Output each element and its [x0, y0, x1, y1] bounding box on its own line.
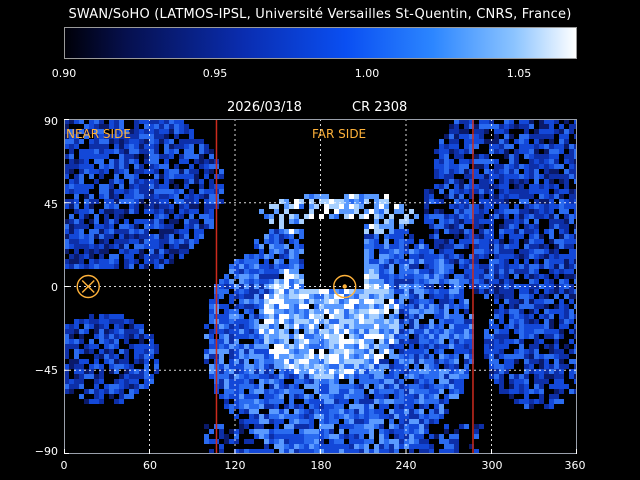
colorbar-tick-label: 1.05: [506, 67, 532, 80]
intensity-pixels: [64, 119, 577, 454]
colorbar-tick-label: 0.95: [202, 67, 228, 80]
near-side-marker-cross: [81, 280, 95, 293]
far-side-label: FAR SIDE: [312, 127, 367, 141]
near-side-marker: [76, 274, 100, 299]
intensity-pixels: [64, 119, 577, 454]
y-tick-label: −90: [34, 445, 58, 458]
carrington-rotation-label: CR 2308: [352, 100, 408, 115]
x-tick-label: 360: [564, 459, 586, 472]
intensity-pixels: [259, 194, 399, 379]
map-canvas: [64, 119, 577, 454]
x-tick-label: 300: [481, 459, 503, 472]
y-tick-label: 45: [44, 198, 58, 211]
x-tick-label: 60: [143, 459, 157, 472]
farside-map: NEAR SIDE FAR SIDE: [64, 119, 577, 454]
x-tick-label: 180: [310, 459, 332, 472]
intensity-pixels: [204, 194, 474, 454]
colorbar: [64, 27, 577, 59]
date-label: 2026/03/18: [227, 100, 302, 115]
x-tick-label: 240: [395, 459, 417, 472]
intensity-pixels: [64, 119, 577, 454]
x-tick-label: 120: [224, 459, 246, 472]
near-side-label: NEAR SIDE: [66, 127, 131, 141]
y-tick-label: −45: [34, 364, 58, 377]
colorbar-tick-label: 0.90: [51, 67, 77, 80]
far-side-marker-dot: [342, 284, 347, 289]
x-tick-label: 0: [60, 459, 68, 472]
y-tick-label: 90: [44, 115, 58, 128]
app-title: SWAN/SoHO (LATMOS-IPSL, Université Versa…: [68, 7, 572, 22]
far-side-marker: [333, 274, 357, 299]
colorbar-tick-label: 1.00: [354, 67, 380, 80]
y-tick-label: 0: [51, 281, 58, 294]
intensity-pixels: [259, 194, 414, 379]
